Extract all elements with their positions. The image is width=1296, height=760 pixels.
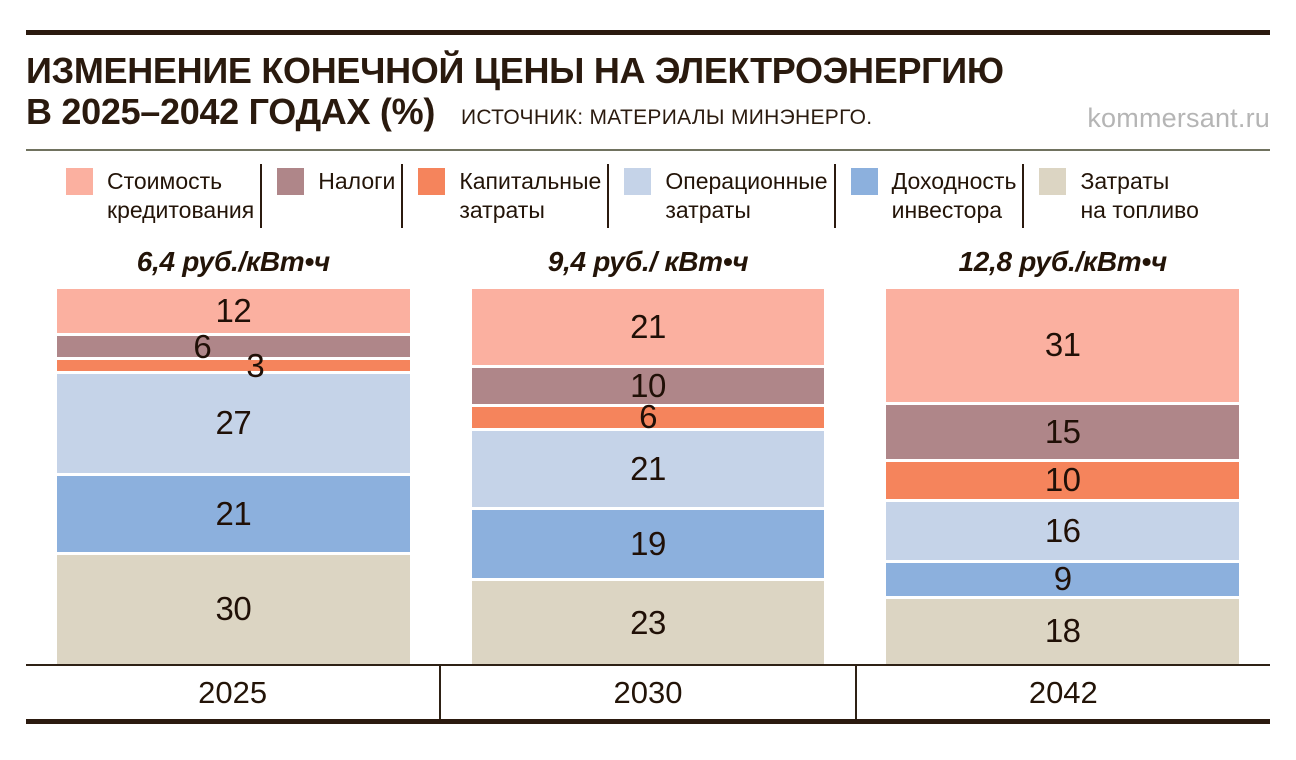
header: ИЗМЕНЕНИЕ КОНЕЧНОЙ ЦЕНЫ НА ЭЛЕКТРОЭНЕРГИ… [26,35,1270,149]
year-label: 2030 [439,666,854,719]
bottom-rule [26,719,1270,724]
site-watermark: kommersant.ru [1087,103,1270,133]
segment-value-label: 3 [246,346,265,384]
legend-item: Затраты на топливо [1022,164,1204,228]
bar-segment: 10 [886,461,1239,499]
segment-value-label: 6 [639,398,657,436]
price-per-kwh-label: 6,4 руб./кВт•ч [136,246,330,277]
segment-value-label: 10 [1044,461,1081,499]
stacked-bar-chart: 6,4 руб./кВт•ч 12 6 3 27 21 30 9,4 руб./ кВт•ч 2… [26,244,1270,665]
chart-column: 12,8 руб./кВт•ч 31 15 10 16 9 18 [855,244,1270,665]
bar-segment: 3 [57,347,410,384]
legend: Стоимость кредитования Налоги Капитальные за… [26,151,1270,240]
bar-segment: 21 [57,475,410,552]
legend-swatch-icon [1039,168,1067,195]
year-label: 2025 [198,674,268,710]
bar-segment: 10 [471,366,825,404]
stacked-bar: 31 15 10 16 9 18 [886,289,1239,665]
bar-segment: 23 [471,581,825,664]
chart-column: 9,4 руб./ кВт•ч 21 10 6 21 19 23 [441,244,856,664]
title-line-2: В 2025–2042 ГОДАХ (%) [26,91,436,132]
bar-segment: 21 [471,431,825,507]
title-line-1: ИЗМЕНЕНИЕ КОНЕЧНОЙ ЦЕНЫ НА ЭЛЕКТРОЭНЕРГИ… [26,50,1004,91]
legend-label: Капитальные затраты [459,168,602,223]
legend-swatch-icon [418,168,446,195]
legend-swatch-icon [850,168,878,195]
segment-value-label: 18 [1044,612,1081,650]
segment-value-label: 21 [630,449,666,487]
page-title: ИЗМЕНЕНИЕ КОНЕЧНОЙ ЦЕНЫ НА ЭЛЕКТРОЭНЕРГИ… [26,50,1004,138]
year-label: 2042 [854,666,1270,719]
segment-value-label: 15 [1044,413,1081,450]
bar-segment: 21 [471,289,825,365]
segment-value-label: 23 [630,603,666,641]
legend-swatch-icon [66,168,93,195]
bar-segment: 31 [886,289,1239,402]
legend-swatch-icon [624,168,652,195]
legend-item: Стоимость кредитования [26,164,260,228]
segment-value-label: 19 [630,524,666,562]
bar-segment: 6 [57,328,410,365]
price-per-kwh-label: 12,8 руб./кВт•ч [958,246,1167,277]
segment-value-label: 30 [215,590,252,628]
segment-value-label: 21 [215,494,252,532]
bar-segment: 9 [886,560,1239,598]
bar-segment: 12 [57,289,410,333]
header-divider [26,149,1270,151]
x-axis: 2025 2030 2042 [26,664,1270,719]
segment-value-label: 12 [215,291,252,329]
bar-segment: 16 [886,501,1239,560]
legend-label: Стоимость кредитования [107,168,255,223]
stacked-bar: 12 6 3 27 21 30 [57,289,410,664]
segment-value-label: 6 [193,327,212,365]
segment-value-label: 31 [1044,326,1081,364]
legend-item: Доходность инвестора [833,164,1023,228]
segment-value-label: 9 [1053,560,1072,598]
legend-swatch-icon [277,168,305,195]
stacked-bar: 21 10 6 21 19 23 [471,289,825,664]
legend-item: Налоги [260,164,401,228]
legend-label: Затраты на топливо [1080,168,1199,223]
legend-item: Операционные затраты [607,164,833,228]
price-per-kwh-label: 9,4 руб./ кВт•ч [547,246,749,277]
bar-segment: 18 [886,598,1239,665]
legend-label: Операционные затраты [665,168,828,223]
segment-value-label: 27 [215,404,252,442]
segment-value-label: 16 [1044,511,1081,549]
bar-segment: 6 [471,398,825,435]
top-rule [26,30,1270,35]
chart-column: 6,4 руб./кВт•ч 12 6 3 27 21 30 [26,244,441,664]
legend-label: Налоги [318,168,396,194]
legend-label: Доходность инвестора [891,168,1017,223]
bar-segment: 19 [471,509,825,579]
bar-segment: 15 [886,404,1239,460]
segment-value-label: 10 [630,366,666,404]
bar-segment: 30 [57,554,410,664]
bar-segment: 27 [57,374,410,473]
legend-item: Капитальные затраты [401,164,607,228]
source-label: ИСТОЧНИК: МАТЕРИАЛЫ МИНЭНЕРГО. [461,106,873,129]
segment-value-label: 21 [630,307,666,345]
